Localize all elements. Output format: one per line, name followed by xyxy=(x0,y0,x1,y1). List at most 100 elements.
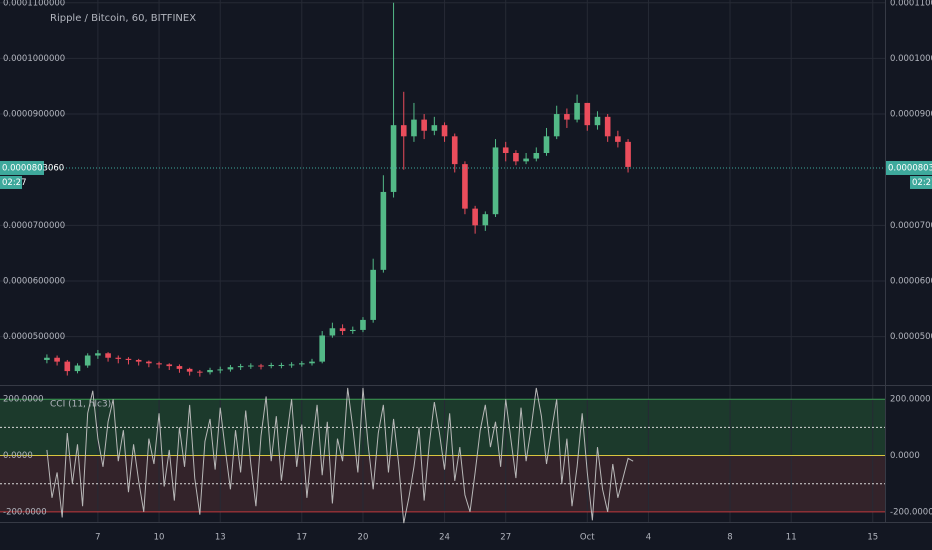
y-tick-label: 0.0000900000 xyxy=(890,110,932,120)
x-tick-label: 24 xyxy=(439,533,450,543)
candle-body xyxy=(227,367,234,370)
candle-body xyxy=(615,136,621,142)
x-tick-label: 4 xyxy=(646,533,651,543)
candle-body xyxy=(400,125,407,137)
candle-body xyxy=(288,364,295,366)
x-tick-label: 27 xyxy=(500,533,511,543)
x-tick-label: 20 xyxy=(358,533,369,543)
last-price-label: 0.0000803060 xyxy=(2,163,64,173)
y-tick-label: 0.0000700000 xyxy=(890,221,932,231)
candle-body xyxy=(462,164,468,209)
candle-body xyxy=(197,371,203,373)
indicator-title: CCI (11, hlc3) xyxy=(50,400,111,410)
candle-body xyxy=(564,114,570,120)
y-tick-label: 200.0000 xyxy=(890,395,931,405)
candle-body xyxy=(319,335,325,362)
candle-body xyxy=(105,353,111,358)
candle-body xyxy=(237,366,244,368)
candle-body xyxy=(370,269,376,320)
candle-body xyxy=(492,147,499,215)
candle-body xyxy=(421,119,427,131)
candle-body xyxy=(533,152,540,159)
candle-body xyxy=(360,319,366,330)
x-tick-label: 15 xyxy=(867,533,878,543)
candle-body xyxy=(115,357,122,359)
y-tick-label-left: 0.0000700000 xyxy=(3,221,65,231)
candle-body xyxy=(166,364,173,367)
y-tick-label-left: -200.0000 xyxy=(3,507,47,517)
candle-body xyxy=(472,208,478,226)
candle-body xyxy=(125,358,132,360)
y-tick-label-left: 0.0000900000 xyxy=(3,110,65,120)
last-price-label: 0.0000803060 xyxy=(888,163,932,173)
candle-body xyxy=(298,363,305,365)
candle-body xyxy=(64,361,71,372)
y-tick-label: 0.0001000000 xyxy=(890,54,932,64)
candle-body xyxy=(380,191,387,270)
candle-body xyxy=(146,361,152,364)
countdown-label: 02:27 xyxy=(2,178,27,188)
candle-body xyxy=(95,353,101,356)
y-tick-label: 0.0000 xyxy=(890,451,920,461)
last-price-box xyxy=(886,160,932,175)
candle-body xyxy=(44,357,50,360)
candle-body xyxy=(248,365,254,367)
y-tick-label-left: 0.0000600000 xyxy=(3,276,65,286)
candle-body xyxy=(574,102,580,120)
last-price-box xyxy=(0,160,44,175)
x-tick-label: Oct xyxy=(580,533,595,543)
y-tick-label-left: 200.0000 xyxy=(3,395,44,405)
candle-body xyxy=(207,369,213,373)
candle-body xyxy=(411,119,417,137)
countdown-box xyxy=(0,175,22,189)
y-tick-label-left: 0.0000500000 xyxy=(3,332,65,342)
y-tick-label: 0.0000500000 xyxy=(890,332,932,342)
y-tick-label-left: 0.0001000000 xyxy=(3,54,65,64)
x-tick-label: 10 xyxy=(154,533,165,543)
candle-body xyxy=(156,363,162,365)
cci-line xyxy=(46,387,634,524)
candle-body xyxy=(278,364,285,366)
countdown-box xyxy=(910,175,932,189)
candle-body xyxy=(268,364,275,367)
y-tick-label-left: 0.0001100000 xyxy=(3,0,65,8)
countdown-label: 02:27 xyxy=(912,178,932,188)
chart-title: Ripple / Bitcoin, 60, BITFINEX xyxy=(50,13,196,24)
candle-body xyxy=(625,141,631,167)
candle-body xyxy=(349,329,356,332)
candle-body xyxy=(390,125,397,192)
y-tick-label: 0.0000600000 xyxy=(890,276,932,286)
candle-body xyxy=(176,366,183,369)
x-tick-label: 13 xyxy=(215,533,226,543)
candle-body xyxy=(553,114,560,137)
y-tick-label-left: 0.0000 xyxy=(3,451,33,461)
candle-body xyxy=(339,328,346,332)
candle-body xyxy=(543,136,550,153)
x-tick-label: 17 xyxy=(296,533,307,543)
x-tick-label: 11 xyxy=(786,533,797,543)
candle-body xyxy=(594,116,601,126)
candle-body xyxy=(482,214,489,226)
candle-body xyxy=(513,152,519,162)
candle-body xyxy=(604,116,611,137)
x-tick-label: 7 xyxy=(95,533,100,543)
candle-body xyxy=(309,361,315,364)
candle-body xyxy=(451,136,458,165)
candle-body xyxy=(135,359,142,362)
y-tick-label: 0.0001100000 xyxy=(890,0,932,8)
candle-body xyxy=(441,125,448,137)
candle-body xyxy=(431,125,438,131)
candle-body xyxy=(186,368,193,372)
candle-body xyxy=(217,369,224,371)
candle-body xyxy=(523,158,529,162)
candle-body xyxy=(329,328,336,336)
candle-body xyxy=(258,365,264,367)
candle-body xyxy=(54,357,60,362)
candle-body xyxy=(74,365,81,372)
y-tick-label: -200.0000 xyxy=(890,507,932,517)
candle-body xyxy=(84,355,91,366)
x-tick-label: 8 xyxy=(727,533,732,543)
candle-body xyxy=(584,102,591,126)
candle-body xyxy=(502,147,509,153)
